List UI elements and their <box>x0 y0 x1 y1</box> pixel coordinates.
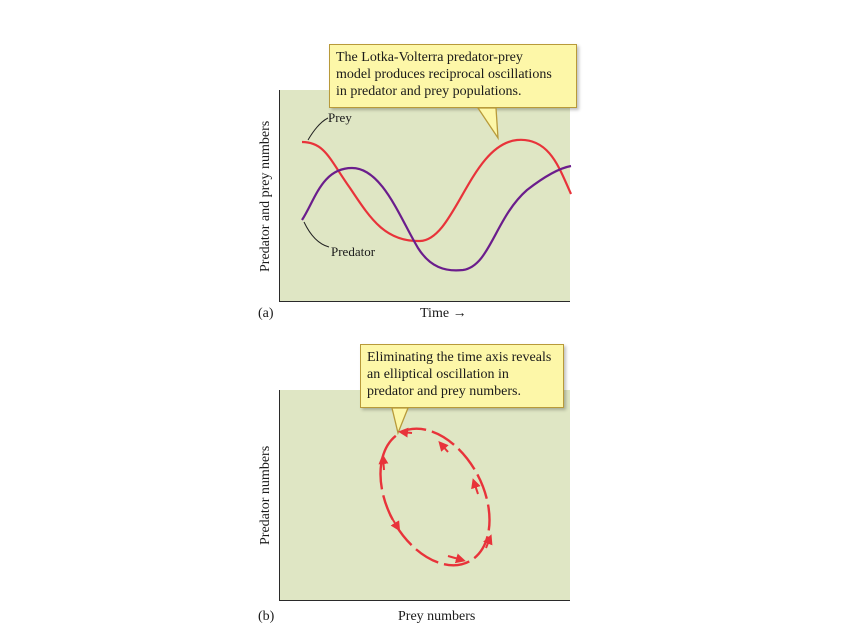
cycle-arrow-icon <box>398 427 413 438</box>
callout-line: predator and prey numbers. <box>367 384 521 399</box>
x-axis-label-b: Prey numbers <box>398 609 476 624</box>
callout-pointer-b <box>391 407 409 436</box>
prey-curve <box>301 138 573 243</box>
callout-pointer-a <box>476 107 499 141</box>
cycle-arrow-icon <box>447 553 466 564</box>
prey-curve-label: Prey <box>328 110 352 125</box>
prey-leader-line <box>307 117 329 141</box>
panel-label-b: (b) <box>258 609 275 624</box>
callout-box-b: Eliminating the time axis reveals an ell… <box>360 344 564 408</box>
callout-line: an elliptical oscillation in <box>367 367 509 382</box>
cycle-arrow-icon <box>438 440 449 453</box>
x-axis-label-a: Time → <box>420 306 467 322</box>
arrow-right-icon: → <box>452 306 467 321</box>
cycle-arrow-icon <box>389 514 401 532</box>
callout-line: Eliminating the time axis reveals <box>367 350 552 365</box>
cycle-arrow-icon <box>378 454 389 471</box>
plot-area-b <box>279 390 570 601</box>
x-axis-label-text-a: Time <box>420 306 450 321</box>
cycle-arrow-icon <box>471 478 481 495</box>
panel-label-a: (a) <box>258 306 274 321</box>
callout-box-a: The Lotka-Volterra predator-prey model p… <box>329 44 577 108</box>
predator-leader-line <box>303 221 330 248</box>
predator-curve-label: Predator <box>331 244 376 259</box>
callout-line: in predator and prey populations. <box>336 84 522 99</box>
callout-line: The Lotka-Volterra predator-prey <box>336 50 523 65</box>
callout-line: model produces reciprocal oscillations <box>336 67 552 82</box>
predator-curve <box>301 164 572 272</box>
cycle-arrow-icon <box>483 534 493 549</box>
predator-prey-cycle <box>379 427 491 567</box>
